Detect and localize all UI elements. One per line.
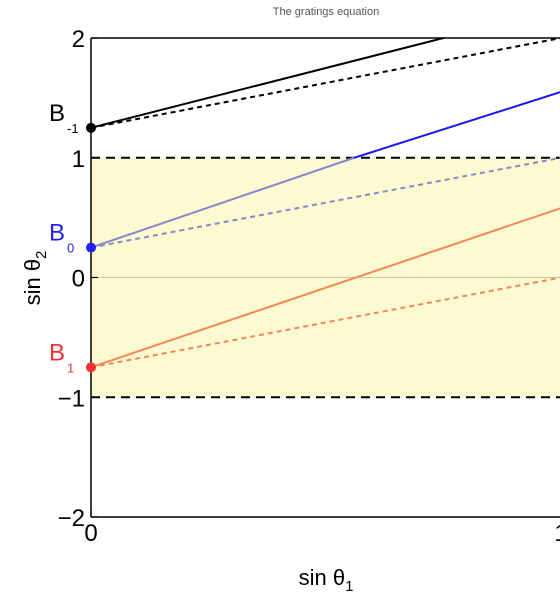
series-line-4 — [91, 156, 560, 249]
point-subscript-1: 0 — [67, 241, 74, 256]
series-line-0 — [91, 38, 448, 129]
chart-title: The gratings equation — [273, 6, 379, 18]
y-tick-label: 0 — [72, 266, 85, 293]
point-label-2: B — [49, 339, 65, 366]
point-subscript-0: -1 — [67, 121, 79, 136]
y-tick-label: 1 — [72, 146, 85, 173]
series-line-2 — [91, 156, 355, 249]
x-tick-label: 0 — [84, 520, 97, 547]
x-axis-label: sin θ1 — [299, 565, 354, 595]
y-tick-label: −2 — [58, 505, 85, 532]
series-line-5 — [91, 207, 560, 369]
y-tick-label: −1 — [58, 385, 85, 412]
point-label-0: B — [49, 100, 65, 127]
series-line-6 — [91, 276, 560, 369]
y-axis-label: sin θ2 — [20, 251, 50, 306]
point-marker-1 — [86, 242, 96, 253]
series-line-1 — [91, 38, 560, 129]
point-marker-2 — [86, 362, 96, 373]
x-tick-label: 1 — [554, 520, 560, 547]
y-tick-label: 2 — [72, 26, 85, 53]
point-subscript-2: 1 — [67, 360, 74, 375]
point-marker-0 — [86, 122, 96, 133]
point-label-1: B — [49, 220, 65, 247]
series-line-3 — [353, 91, 560, 159]
